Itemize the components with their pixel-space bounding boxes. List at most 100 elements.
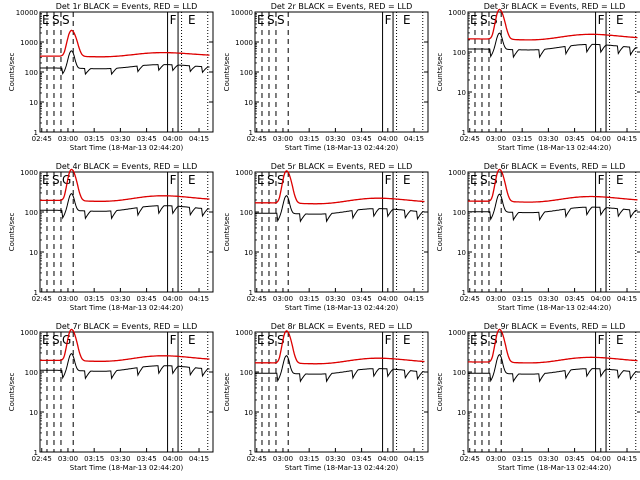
y-tick-label: 1000 (20, 329, 38, 337)
x-axis-label: Start Time (18-Mar-13 02:44:20) (498, 144, 612, 152)
x-tick-label: 03:00 (273, 295, 293, 303)
y-tick-label: 1 (249, 449, 253, 457)
series-line-events (468, 32, 638, 59)
marker-label-g: G (62, 173, 71, 187)
series-line-lld (468, 168, 638, 203)
plot-frame (467, 331, 640, 453)
x-tick-label: 04:00 (163, 135, 183, 143)
chart-panel-8: Det 8r BLACK = Events, RED = LLD 1 10 100 10… (223, 322, 429, 472)
x-tick-label: 03:30 (325, 455, 345, 463)
x-tick-label: 03:15 (84, 135, 104, 143)
x-tick-label: 02:45 (460, 295, 480, 303)
y-axis-label: Counts/sec (436, 373, 444, 412)
marker-label-e: E (188, 333, 196, 347)
x-tick-label: 03:45 (352, 455, 372, 463)
y-tick-label: 1 (34, 289, 38, 297)
chart-panel-4: Det 4r BLACK = Events, RED = LLD 1 10 100 10… (8, 162, 214, 312)
marker-label-e: E (42, 173, 50, 187)
x-axis-label: Start Time (18-Mar-13 02:44:20) (285, 464, 399, 472)
y-tick-label: 10 (457, 89, 466, 97)
marker-label-f: F (385, 333, 392, 347)
marker-label-f: F (385, 13, 392, 27)
x-tick-label: 03:15 (84, 455, 104, 463)
chart-panel-9: Det 9r BLACK = Events, RED = LLD 1 10 100 10… (436, 322, 640, 472)
y-tick-label: 100 (25, 69, 38, 77)
marker-label-e: E (257, 173, 265, 187)
y-tick-label: 1 (249, 289, 253, 297)
plot-frame (39, 11, 214, 133)
series-line-lld (468, 8, 638, 41)
x-tick-label: 02:45 (32, 455, 52, 463)
chart-panel-5: Det 5r BLACK = Events, RED = LLD 1 10 100 10… (223, 162, 429, 312)
series-line-lld (40, 328, 210, 362)
chart-title: Det 6r BLACK = Events, RED = LLD (484, 162, 626, 171)
series-line-events (468, 193, 638, 222)
chart-panel-6: Det 6r BLACK = Events, RED = LLD 1 10 100 10… (436, 162, 640, 312)
plot-frame (39, 331, 214, 453)
chart-title: Det 2r BLACK = Events, RED = LLD (271, 2, 413, 11)
x-tick-label: 03:45 (565, 135, 585, 143)
x-tick-label: 03:15 (512, 135, 532, 143)
x-tick-label: 03:30 (110, 295, 130, 303)
y-tick-label: 1000 (235, 329, 253, 337)
y-tick-label: 1 (462, 129, 466, 137)
plot-frame (254, 171, 429, 293)
marker-label-s: S (52, 333, 60, 347)
chart-panel-3: Det 3r BLACK = Events, RED = LLD 1 10 100 10… (436, 2, 640, 152)
x-tick-label: 03:30 (325, 135, 345, 143)
x-tick-label: 03:00 (273, 135, 293, 143)
y-tick-label: 1 (462, 449, 466, 457)
x-tick-label: 04:15 (617, 455, 637, 463)
y-axis-label: Counts/sec (223, 373, 231, 412)
x-tick-label: 04:00 (163, 455, 183, 463)
x-tick-label: 03:00 (486, 135, 506, 143)
marker-label-s: S (490, 333, 498, 347)
y-tick-label: 1000 (448, 9, 466, 17)
x-tick-label: 03:30 (538, 135, 558, 143)
marker-label-s: S (277, 173, 285, 187)
marker-label-e: E (403, 173, 411, 187)
x-tick-label: 03:15 (512, 455, 532, 463)
marker-label-s: S (480, 173, 488, 187)
series-line-lld (40, 168, 210, 202)
chart-title: Det 3r BLACK = Events, RED = LLD (484, 2, 626, 11)
marker-label-e: E (257, 13, 265, 27)
x-tick-label: 04:15 (189, 295, 209, 303)
marker-label-e: E (616, 173, 624, 187)
series-line-lld (40, 29, 210, 58)
marker-label-f: F (170, 333, 177, 347)
plot-frame (39, 171, 214, 293)
x-tick-label: 03:45 (137, 455, 157, 463)
y-tick-label: 10 (244, 249, 253, 257)
series-line-events (40, 50, 210, 76)
marker-label-g: G (62, 333, 71, 347)
marker-label-e: E (42, 13, 50, 27)
y-axis-label: Counts/sec (223, 213, 231, 252)
x-tick-label: 04:00 (591, 295, 611, 303)
chart-title: Det 5r BLACK = Events, RED = LLD (271, 162, 413, 171)
x-tick-label: 03:30 (110, 455, 130, 463)
x-tick-label: 03:00 (273, 455, 293, 463)
x-tick-label: 03:45 (352, 135, 372, 143)
x-tick-label: 03:00 (58, 135, 78, 143)
marker-label-e: E (188, 173, 196, 187)
x-tick-label: 02:45 (247, 135, 267, 143)
marker-label-e: E (403, 333, 411, 347)
series-line-lld (468, 328, 638, 364)
marker-label-s: S (490, 13, 498, 27)
y-tick-label: 100 (25, 369, 38, 377)
marker-label-s: S (480, 13, 488, 27)
y-tick-label: 100 (240, 209, 253, 217)
x-axis-label: Start Time (18-Mar-13 02:44:20) (70, 304, 184, 312)
marker-label-f: F (170, 13, 177, 27)
chart-panel-2: Det 2r BLACK = Events, RED = LLD 1 10 100 10… (223, 2, 429, 152)
y-tick-label: 100 (240, 69, 253, 77)
marker-label-f: F (598, 173, 605, 187)
chart-title: Det 9r BLACK = Events, RED = LLD (484, 322, 626, 331)
series-line-lld (255, 330, 425, 365)
chart-panel-7: Det 7r BLACK = Events, RED = LLD 1 10 100 10… (8, 322, 214, 472)
marker-label-s: S (267, 333, 275, 347)
marker-label-e: E (470, 333, 478, 347)
y-tick-label: 1 (249, 129, 253, 137)
